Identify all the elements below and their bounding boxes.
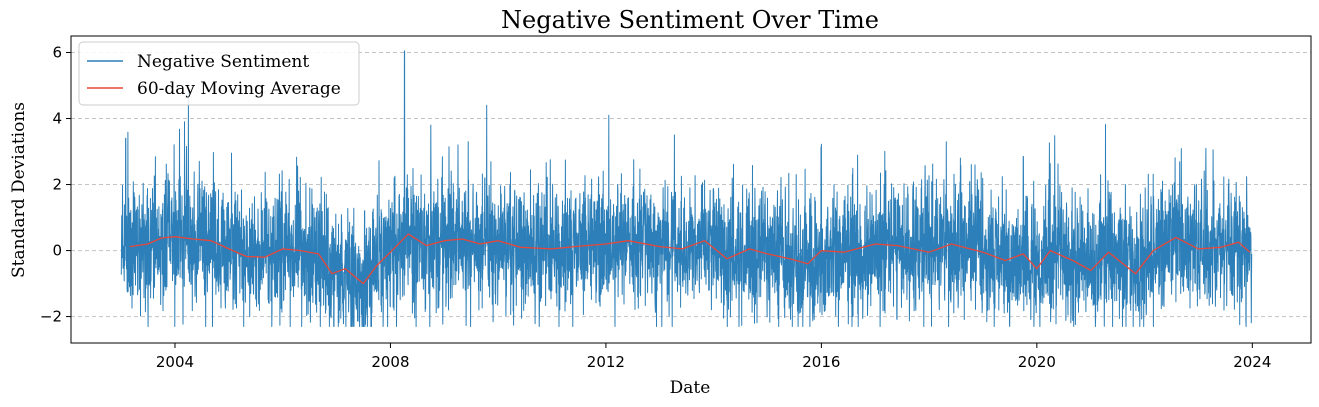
y-tick-label: 6 <box>52 44 62 62</box>
y-tick-label: 4 <box>52 110 62 128</box>
x-tick-label: 2008 <box>371 353 409 371</box>
x-tick-label: 2012 <box>587 353 625 371</box>
legend-label-moving-average: 60-day Moving Average <box>137 79 341 99</box>
x-tick-label: 2020 <box>1018 353 1056 371</box>
series-line-negative-sentiment <box>120 50 1253 327</box>
chart-title: Negative Sentiment Over Time <box>501 6 879 34</box>
y-axis: −2 0 2 4 6 <box>40 44 71 326</box>
x-tick-label: 2024 <box>1233 353 1271 371</box>
y-tick-label: 2 <box>52 176 62 194</box>
series-line-moving-average <box>129 233 1251 285</box>
plot-area <box>120 50 1253 327</box>
x-tick-label: 2004 <box>156 353 194 371</box>
x-axis-label: Date <box>670 378 711 398</box>
legend-label-negative-sentiment: Negative Sentiment <box>137 52 309 72</box>
y-axis-label: Standard Deviations <box>9 102 29 278</box>
legend: Negative Sentiment 60-day Moving Average <box>78 41 360 106</box>
plot-frame <box>70 35 1312 344</box>
x-tick-label: 2016 <box>802 353 840 371</box>
y-tick-label: −2 <box>40 308 62 326</box>
y-tick-label: 0 <box>52 242 62 260</box>
legend-box <box>78 41 360 106</box>
x-axis: 2004 2008 2012 2016 2020 2024 <box>156 343 1271 371</box>
